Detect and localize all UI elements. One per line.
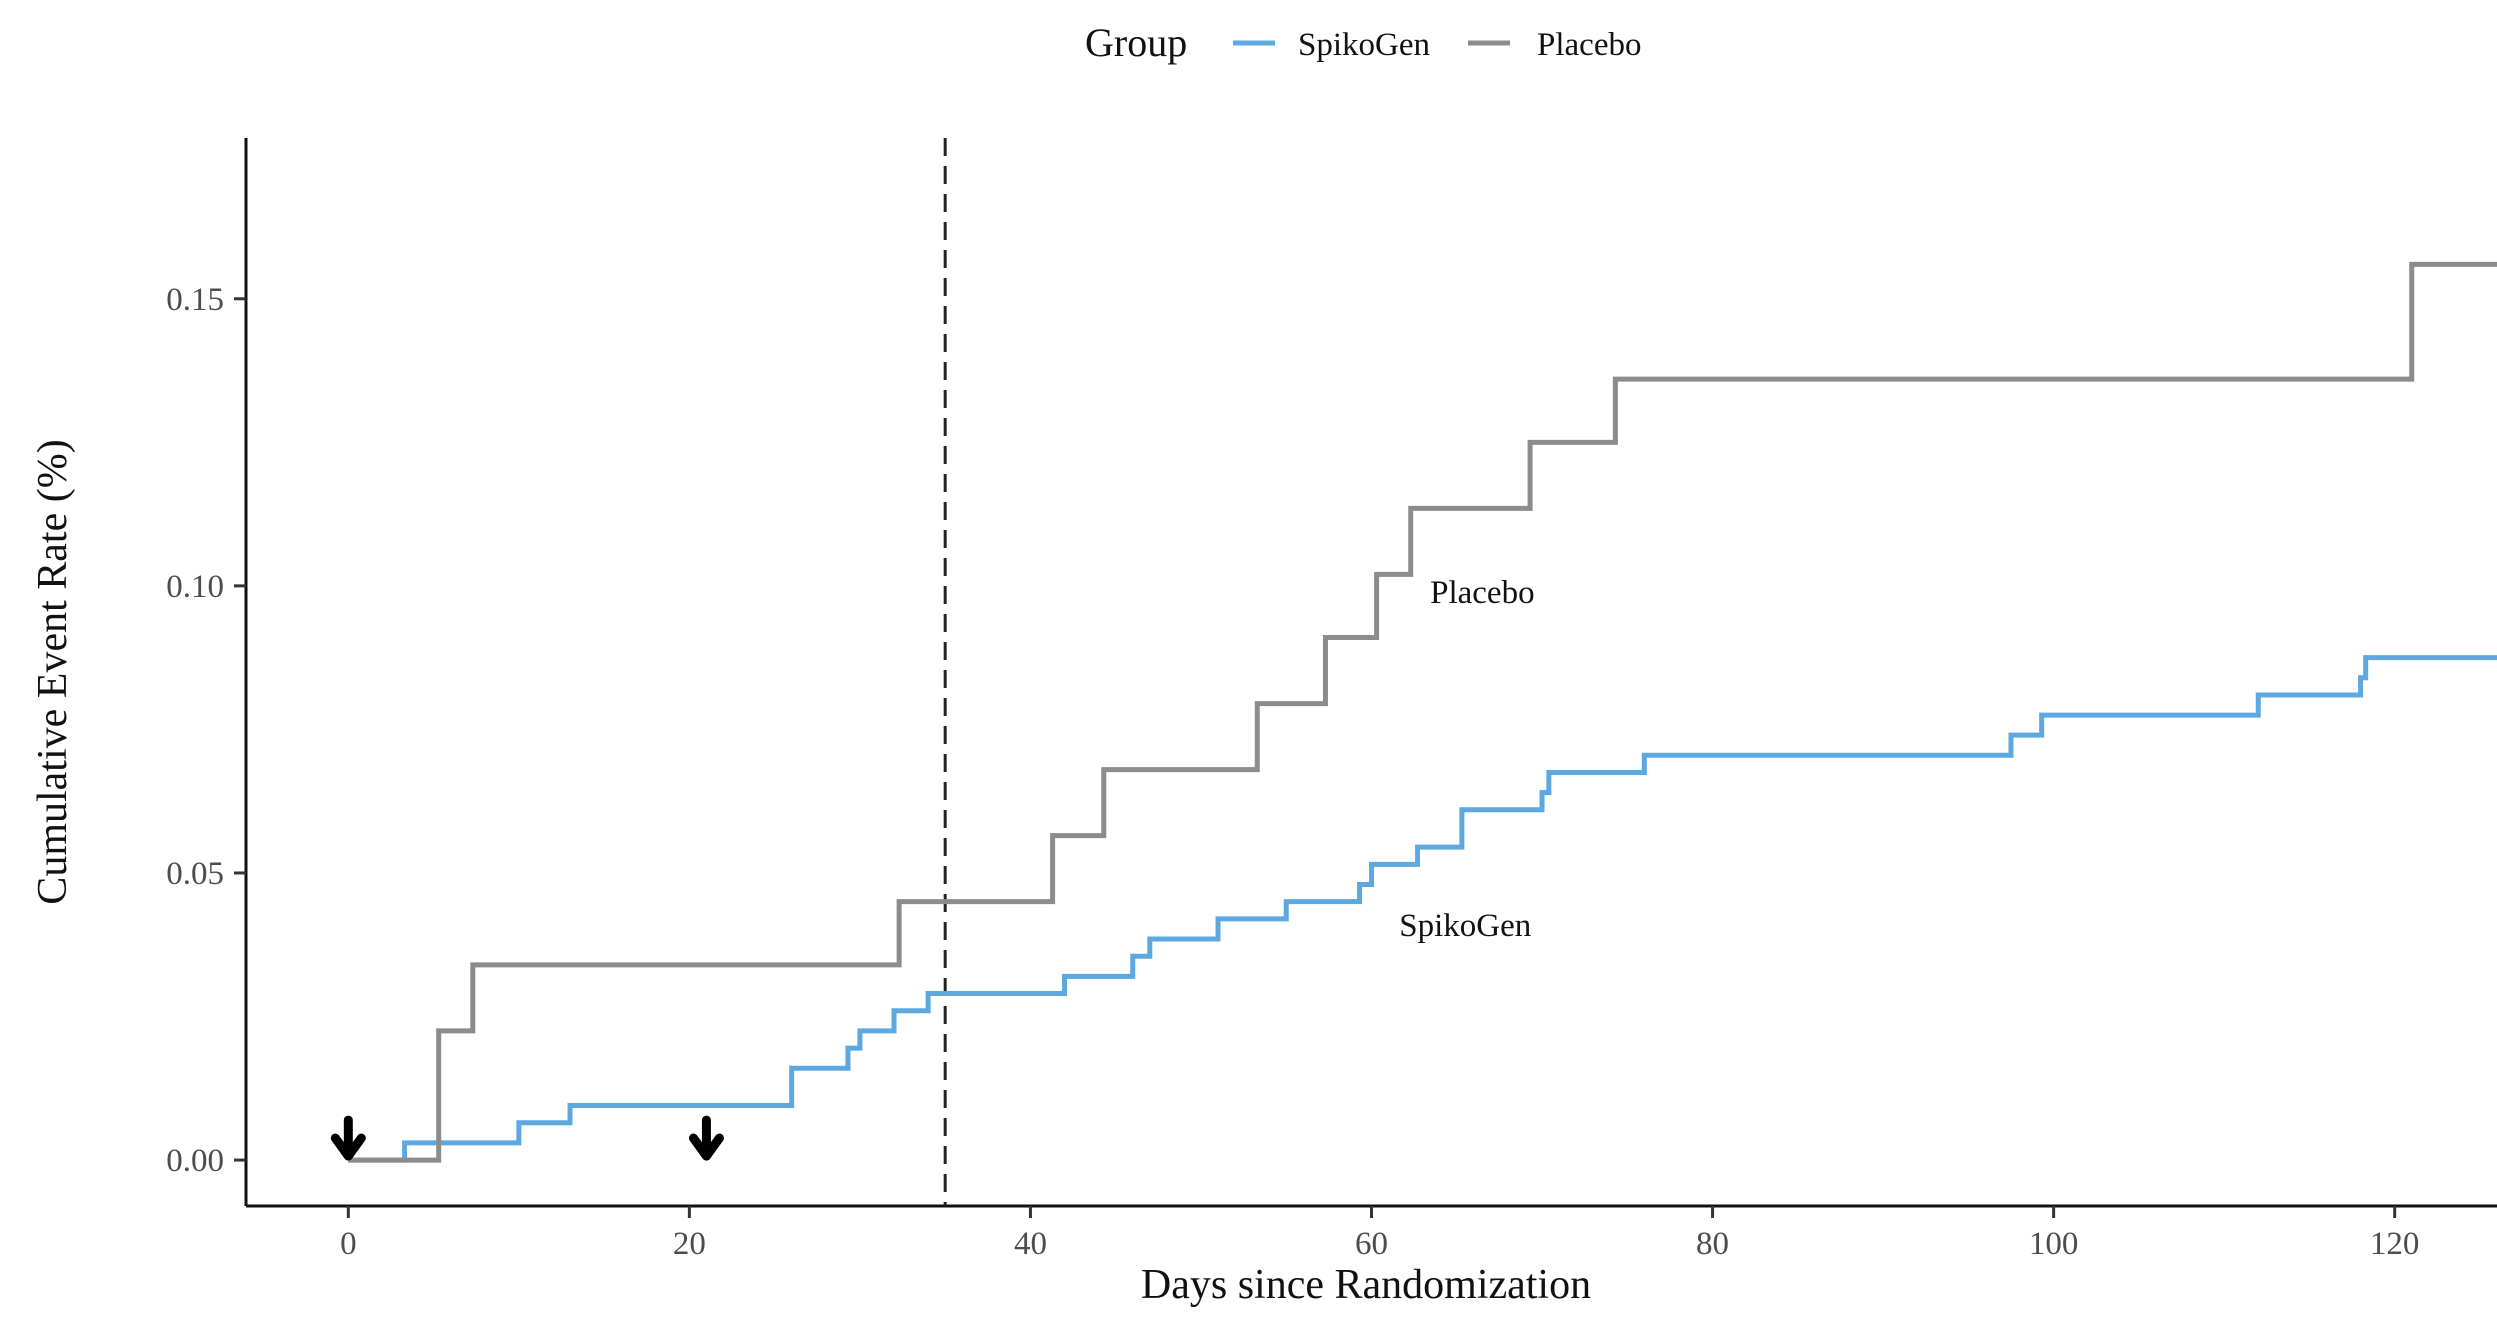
x-tick-label-40: 40 xyxy=(1014,1226,1047,1262)
x-tick-label-20: 20 xyxy=(673,1226,706,1262)
y-tick-label-0.15: 0.15 xyxy=(166,282,224,318)
down-arrow-icon-day-0 xyxy=(330,1115,366,1161)
x-axis-title: Days since Randomization xyxy=(1141,1262,1591,1308)
marker-layer xyxy=(330,1115,724,1161)
series-line-placebo xyxy=(348,261,2497,1163)
legend-title: Group xyxy=(1085,20,1187,65)
y-ticks: 0.00 0.05 0.10 0.15 xyxy=(166,282,246,1179)
legend-label-placebo: Placebo xyxy=(1537,27,1641,63)
y-axis-title: Cumulative Event Rate (%) xyxy=(30,439,76,904)
x-tick-label-100: 100 xyxy=(2029,1226,2079,1262)
annotation-spikogen: SpikoGen xyxy=(1399,908,1531,944)
x-ticks: 0 20 40 60 80 100 120 xyxy=(340,1206,2419,1262)
x-tick-label-120: 120 xyxy=(2370,1226,2420,1262)
legend: Group SpikoGen Placebo xyxy=(1085,20,1641,65)
down-arrow-icon-day-21 xyxy=(688,1115,724,1161)
y-tick-label-0.00: 0.00 xyxy=(166,1143,224,1179)
series-layer xyxy=(348,261,2497,1163)
legend-label-spikogen: SpikoGen xyxy=(1298,27,1430,63)
axes xyxy=(244,138,2497,1208)
y-tick-label-0.10: 0.10 xyxy=(166,569,224,605)
x-tick-label-60: 60 xyxy=(1355,1226,1388,1262)
down-arrow-head xyxy=(330,1133,366,1161)
y-tick-label-0.05: 0.05 xyxy=(166,856,224,892)
annotation-placebo: Placebo xyxy=(1430,575,1534,611)
annotation-layer: Placebo SpikoGen xyxy=(1399,575,1534,944)
down-arrow-head xyxy=(688,1133,724,1161)
x-tick-label-0: 0 xyxy=(340,1226,357,1262)
series-line-spikogen xyxy=(348,655,2497,1163)
x-tick-label-80: 80 xyxy=(1696,1226,1729,1262)
